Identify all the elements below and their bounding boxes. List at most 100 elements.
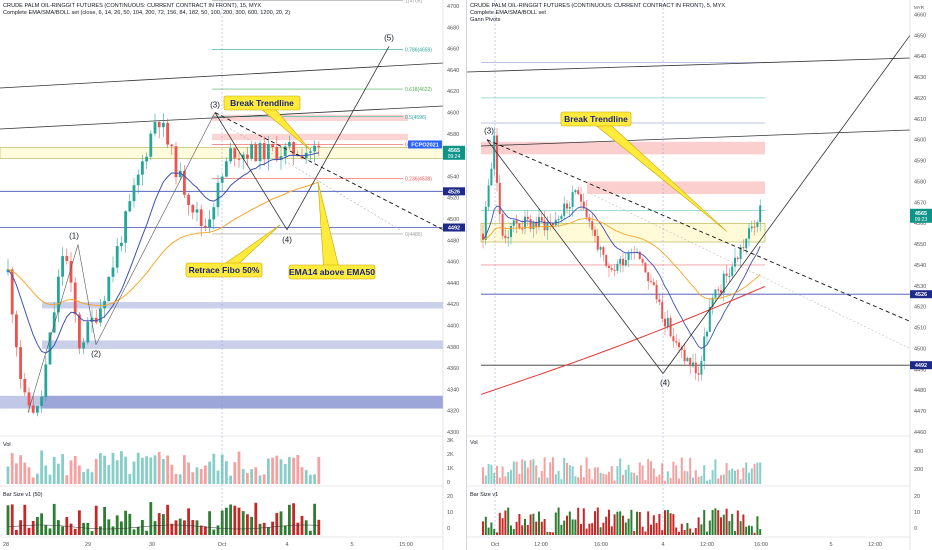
- candle-body: [521, 228, 524, 230]
- vol-bar: [103, 455, 106, 484]
- annot-retrace-fibo[interactable]: Retrace Fibo 50%: [185, 224, 281, 278]
- vol-bar: [237, 451, 241, 484]
- wave-label-2: (3): [210, 101, 220, 110]
- vol-bar: [279, 459, 283, 484]
- candle-body: [672, 336, 675, 342]
- candle-body: [216, 182, 220, 208]
- vol-bar: [711, 470, 714, 484]
- barsize-bar: [510, 525, 512, 535]
- barsize-bar: [577, 507, 580, 535]
- barsize-bar: [19, 520, 22, 535]
- candle-body: [596, 235, 599, 250]
- barsize-bar: [722, 514, 725, 535]
- vol-bar: [246, 473, 249, 484]
- vol-bar: [187, 462, 190, 484]
- vol-bar: [669, 477, 672, 484]
- vol-bar: [720, 475, 722, 484]
- annot-ema14-ema50[interactable]: EMA14 above EMA50: [288, 181, 376, 280]
- candle-body: [703, 336, 706, 361]
- barsize-bar: [703, 509, 706, 535]
- barsize-bar: [582, 508, 585, 535]
- annot-break-trendline-box: [223, 95, 301, 111]
- barsize-bar: [304, 520, 308, 535]
- barsize-bar: [487, 527, 490, 535]
- wave-label-3: (3): [484, 127, 494, 136]
- time-tick-3: Oct: [218, 542, 227, 548]
- annot-ema14-ema50-label: EMA14 above EMA50: [289, 267, 375, 277]
- vol-bar: [141, 457, 144, 484]
- candle-body: [128, 201, 132, 212]
- last-price-badge-bg: [910, 208, 932, 223]
- barsize-bar: [568, 511, 571, 535]
- vol-bar: [728, 470, 731, 484]
- barsize-bar: [162, 514, 165, 535]
- left-chart-pane[interactable]: CRUDE PALM OIL-RINGGIT FUTURES (CONTINUO…: [0, 0, 467, 550]
- candle-body: [48, 332, 52, 365]
- candle-body: [532, 222, 535, 229]
- barsize-bar: [731, 513, 734, 535]
- price-tick-5: 4600: [447, 111, 459, 117]
- barsize-bar: [288, 504, 291, 535]
- barsize-bar: [241, 511, 245, 535]
- annot-break-trendline[interactable]: Break Trendline: [223, 95, 311, 151]
- price-tick-1: 4650: [914, 33, 926, 39]
- candle-body: [697, 373, 700, 375]
- candle-body: [31, 405, 35, 413]
- right-chart-pane[interactable]: CRUDE PALM OIL-RINGGIT FUTURES (CONTINUO…: [467, 0, 932, 550]
- left-chart-title: CRUDE PALM OIL-RINGGIT FUTURES (CONTINUO…: [3, 3, 262, 9]
- barsize-bar: [208, 511, 211, 535]
- candle-body: [246, 154, 249, 159]
- barsize-tick-1: 10: [914, 510, 920, 516]
- price-tick-19: 4470: [914, 409, 926, 415]
- barsize-bar: [574, 519, 577, 535]
- annot-break-trendline[interactable]: Break Trendline: [560, 111, 728, 232]
- time-tick-6: 5: [829, 542, 832, 548]
- barsize-bar: [622, 515, 624, 535]
- barsize-bar: [120, 521, 123, 535]
- candle-body: [664, 318, 666, 327]
- vol-bar: [120, 451, 123, 484]
- support-zone-wide: [0, 395, 443, 409]
- barsize-bar: [680, 523, 683, 535]
- price-tick-1: 4680: [447, 25, 459, 31]
- barsize-bar: [115, 515, 119, 535]
- candle-body: [568, 206, 571, 209]
- wave-label-1: (2): [91, 350, 101, 359]
- right-chart-canvas[interactable]: (3) (4) Break Trendline 4660 4650 4640 4630 462…: [467, 0, 932, 550]
- barsize-bar: [250, 516, 253, 535]
- fib-label-0: 1(4705): [405, 0, 423, 5]
- barsize-bar: [107, 519, 111, 535]
- price-tick-3: 4640: [447, 68, 459, 74]
- candle-body: [627, 252, 630, 261]
- time-tick-5: 5: [350, 542, 353, 548]
- barsize-bar: [132, 529, 136, 535]
- barsize-bar: [78, 510, 81, 535]
- time-tick-3: 4: [661, 542, 664, 548]
- vol-bar: [608, 471, 610, 484]
- price-tick-3: 4630: [914, 75, 926, 81]
- time-tick-1: 29: [85, 542, 91, 548]
- support-zone-1: [42, 340, 443, 349]
- vol-bar: [128, 474, 132, 484]
- barsize-bar: [216, 525, 220, 535]
- candle-body: [529, 219, 532, 229]
- vol-bar: [588, 468, 591, 484]
- annot-break-trendline-label: Break Trendline: [230, 98, 294, 108]
- price-tick-19: 4320: [447, 409, 459, 415]
- barsize-bar: [512, 529, 515, 535]
- left-chart-canvas[interactable]: 1(4705) 0.786(4659) 0.618(4622) 0.5(4596) 0.…: [0, 0, 466, 550]
- candle-body: [90, 317, 94, 322]
- barsize-bar: [229, 504, 232, 535]
- candle-body: [498, 182, 501, 214]
- barsize-bar: [246, 514, 249, 535]
- barsize-bar: [36, 516, 39, 535]
- vol-bar: [734, 470, 736, 484]
- trendline-dashed: [214, 112, 444, 231]
- vol-bar: [538, 477, 540, 484]
- candle-body: [157, 122, 161, 128]
- vol-bar: [745, 462, 748, 484]
- barsize-bar: [275, 512, 279, 535]
- vol-bar: [731, 468, 734, 484]
- vol-bar: [111, 452, 115, 484]
- vol-label: Vol: [470, 440, 478, 446]
